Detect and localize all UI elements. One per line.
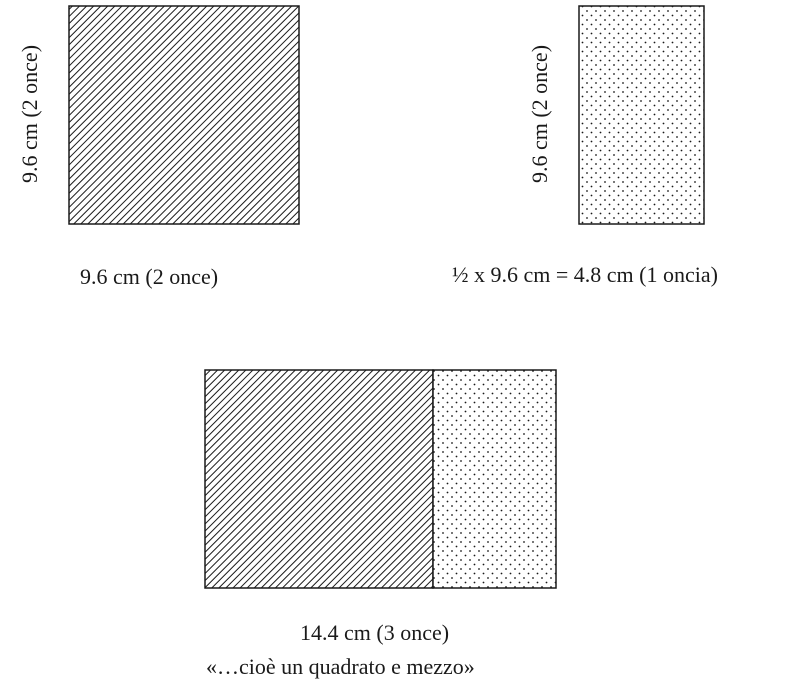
half-rect-side-label: 9.6 cm (2 once) [527,44,552,184]
combined-hatched-part [204,369,434,589]
combined-caption: «…cioè un quadrato e mezzo» [206,654,475,679]
square-bottom-label: 9.6 cm (2 once) [80,264,219,289]
combined-dotted-part [432,369,557,589]
square-side-label: 9.6 cm (2 once) [17,44,42,184]
combined-bottom-label: 14.4 cm (3 once) [300,620,450,645]
half-rect-dotted [578,5,705,225]
half-rect-bottom-label: ½ x 9.6 cm = 4.8 cm (1 oncia) [452,262,718,287]
square-hatched [68,5,300,225]
